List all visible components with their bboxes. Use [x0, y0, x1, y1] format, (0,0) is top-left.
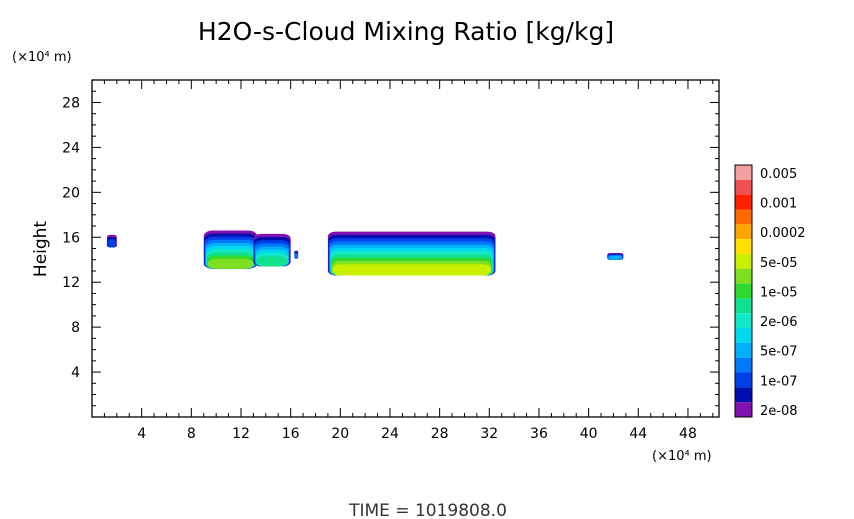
y-tick-label: 28: [62, 95, 80, 111]
x-tick-label: 24: [381, 426, 399, 442]
colorbar-swatch: [735, 253, 752, 269]
x-tick-label: 16: [282, 426, 300, 442]
contour-band: [608, 255, 623, 260]
colorbar-label: 1e-05: [760, 285, 798, 300]
colorbar-swatch: [735, 209, 752, 225]
contour-band: [294, 253, 298, 259]
cloud-east-small: [607, 252, 624, 260]
contour-band: [207, 258, 254, 269]
x-tick-label: 12: [232, 426, 250, 442]
y-tick-label: 12: [62, 275, 80, 291]
contour-band: [107, 239, 116, 248]
x-tick-label: 32: [480, 426, 498, 442]
colorbar-swatch: [735, 387, 752, 403]
x-tick-label: 48: [679, 426, 697, 442]
colorbar-swatch: [735, 328, 752, 343]
colorbar-frame: [734, 164, 753, 418]
y-tick-label: 16: [62, 230, 80, 246]
colorbar-swatch: [735, 357, 752, 373]
x-tick-label: 40: [580, 426, 598, 442]
colorbar-swatch: [735, 283, 752, 299]
colorbar-label: 2e-06: [760, 315, 798, 330]
colorbar-label: 0.0002: [760, 226, 806, 241]
x-tick-label: 4: [137, 426, 146, 442]
x-tick-label: 8: [187, 426, 196, 442]
time-readout: TIME = 1019808.0: [348, 501, 507, 519]
x-tick-label: 44: [629, 426, 647, 442]
contour-band: [256, 256, 288, 267]
cloud-main-body: [327, 231, 496, 276]
x-tick-label: 28: [431, 426, 449, 442]
colorbar-swatch: [735, 372, 752, 388]
colorbar-label: 0.005: [760, 167, 797, 182]
colorbar-swatch: [735, 179, 752, 195]
colorbar-swatch: [735, 298, 752, 314]
colorbar-swatch: [735, 194, 752, 210]
x-tick-label: 36: [530, 426, 548, 442]
cloud-left-speck: [294, 250, 299, 259]
colorbar-label: 5e-07: [760, 345, 798, 360]
chart-title: H2O-s-Cloud Mixing Ratio [kg/kg]: [198, 17, 614, 46]
colorbar-swatch: [735, 313, 752, 329]
y-tick-label: 24: [62, 140, 80, 156]
cloud-field: [106, 230, 624, 276]
contour-band: [332, 264, 491, 276]
cloud-west-small: [106, 235, 117, 248]
colorbar-label: 5e-05: [760, 256, 798, 271]
y-axis-unit: (×10⁴ m): [12, 50, 72, 65]
colorbar-swatch: [735, 268, 752, 284]
y-tick-label: 8: [71, 320, 80, 336]
colorbar-swatch: [735, 224, 752, 240]
x-axis-unit: (×10⁴ m): [652, 449, 712, 464]
x-tick-label: 20: [331, 426, 349, 442]
y-tick-label: 4: [71, 365, 80, 381]
y-tick-label: 20: [62, 185, 80, 201]
colorbar: 0.005 0.001 0.0002 5e-05 1e-05 2e-06 5e-07 1e-0…: [734, 164, 806, 419]
colorbar-label: 2e-08: [760, 404, 798, 419]
colorbar-swatch: [735, 402, 752, 417]
colorbar-swatch: [735, 239, 752, 254]
cloud-left-lobe-a: [203, 230, 258, 269]
y-axis-label: Height: [31, 221, 51, 278]
cloud-left-lobe-b: [253, 233, 291, 267]
colorbar-swatch: [735, 342, 752, 358]
colorbar-label: 0.001: [760, 196, 797, 211]
colorbar-label: 1e-07: [760, 374, 798, 389]
colorbar-swatch: [735, 165, 752, 180]
